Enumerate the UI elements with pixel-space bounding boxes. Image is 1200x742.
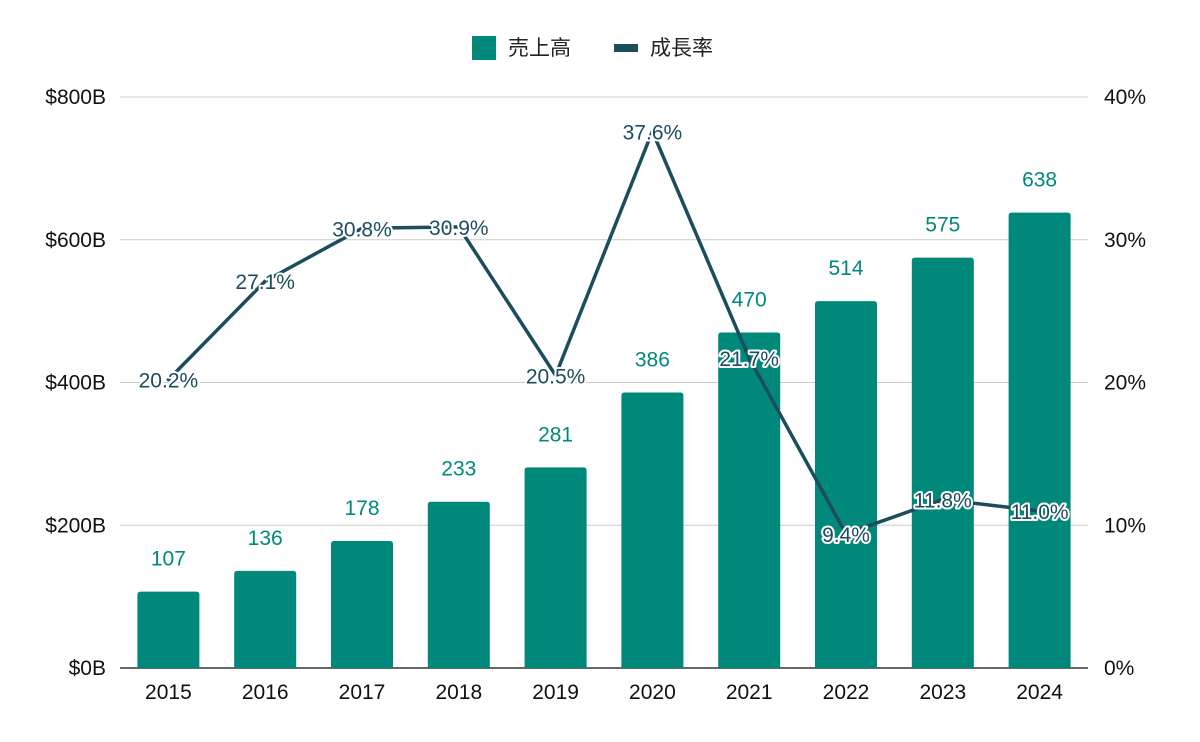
right-axis-tick-label: 20% — [1104, 372, 1146, 395]
bar — [815, 301, 877, 668]
x-axis-tick-label: 2015 — [145, 681, 192, 704]
left-axis-tick-label: $200B — [45, 514, 106, 537]
right-axis-tick-label: 0% — [1104, 657, 1134, 680]
bar-value-label: 107 — [151, 548, 186, 571]
growth-value-label: 20.5% — [526, 365, 586, 388]
bar — [427, 501, 490, 668]
bar-value-label: 386 — [635, 348, 670, 371]
x-axis-tick-label: 2020 — [629, 681, 676, 704]
bar-series — [137, 212, 1071, 668]
x-axis-tick-label: 2019 — [532, 681, 579, 704]
bar-value-label: 470 — [732, 289, 767, 312]
growth-value-label: 11.8% — [914, 490, 972, 513]
bar-value-label: 233 — [441, 458, 476, 481]
growth-value-label: 9.4% — [822, 524, 870, 547]
left-axis-tick-label: $800B — [45, 86, 106, 109]
left-axis-tick-label: $600B — [45, 229, 106, 252]
bar-value-labels: 107 136 178 233 281 386 470 514 575 638 — [151, 169, 1057, 571]
growth-value-label: 37.6% — [623, 121, 683, 144]
bar-value-label: 136 — [248, 527, 283, 550]
legend-swatch-sales — [472, 36, 496, 60]
bar — [331, 540, 393, 668]
left-axis: $0B $200B $400B $600B $800B — [45, 86, 106, 680]
bar-value-label: 575 — [925, 214, 960, 237]
x-axis-tick-label: 2023 — [919, 681, 966, 704]
line-value-labels: 20.2% 27.1% 30.8% 30.9% 20.5% 37.6% 21.7% 9.4% 1… — [137, 119, 1071, 549]
right-axis: 0% 10% 20% 30% 40% — [1104, 86, 1146, 680]
bar — [524, 467, 587, 668]
right-axis-tick-label: 10% — [1104, 514, 1146, 537]
growth-value-label: 21.7% — [719, 348, 779, 371]
x-axis-tick-label: 2021 — [726, 681, 773, 704]
bar — [137, 591, 200, 668]
left-axis-tick-label: $400B — [45, 372, 106, 395]
x-axis-tick-label: 2022 — [823, 681, 870, 704]
right-axis-tick-label: 30% — [1104, 229, 1146, 252]
bar — [234, 570, 297, 668]
bar — [621, 392, 684, 668]
legend-label-sales: 売上高 — [508, 37, 571, 60]
bar-value-label: 514 — [828, 257, 863, 280]
x-axis-tick-label: 2016 — [242, 681, 289, 704]
legend-swatch-growth — [614, 44, 638, 52]
x-axis-tick-label: 2017 — [339, 681, 386, 704]
bar — [718, 332, 781, 668]
growth-value-label: 27.1% — [235, 271, 295, 294]
line-series — [166, 129, 1042, 536]
x-axis: 2015 2016 2017 2018 2019 2020 2021 2022 2023 2024 — [145, 681, 1063, 704]
growth-value-label: 11.0% — [1011, 501, 1069, 524]
growth-value-label: 20.2% — [139, 370, 199, 393]
bar — [1008, 212, 1071, 668]
bar — [911, 257, 974, 668]
legend-label-growth: 成長率 — [650, 37, 713, 60]
legend: 売上高 成長率 — [472, 36, 713, 60]
left-axis-tick-label: $0B — [69, 657, 106, 680]
growth-value-label: 30.8% — [332, 218, 392, 241]
bar-value-label: 638 — [1022, 169, 1057, 192]
growth-line — [166, 129, 1042, 536]
growth-value-label: 30.9% — [429, 217, 489, 240]
right-axis-tick-label: 40% — [1104, 86, 1146, 109]
x-axis-tick-label: 2024 — [1016, 681, 1063, 704]
bar-value-label: 281 — [538, 423, 573, 446]
bar-value-label: 178 — [344, 497, 379, 520]
x-axis-tick-label: 2018 — [435, 681, 482, 704]
